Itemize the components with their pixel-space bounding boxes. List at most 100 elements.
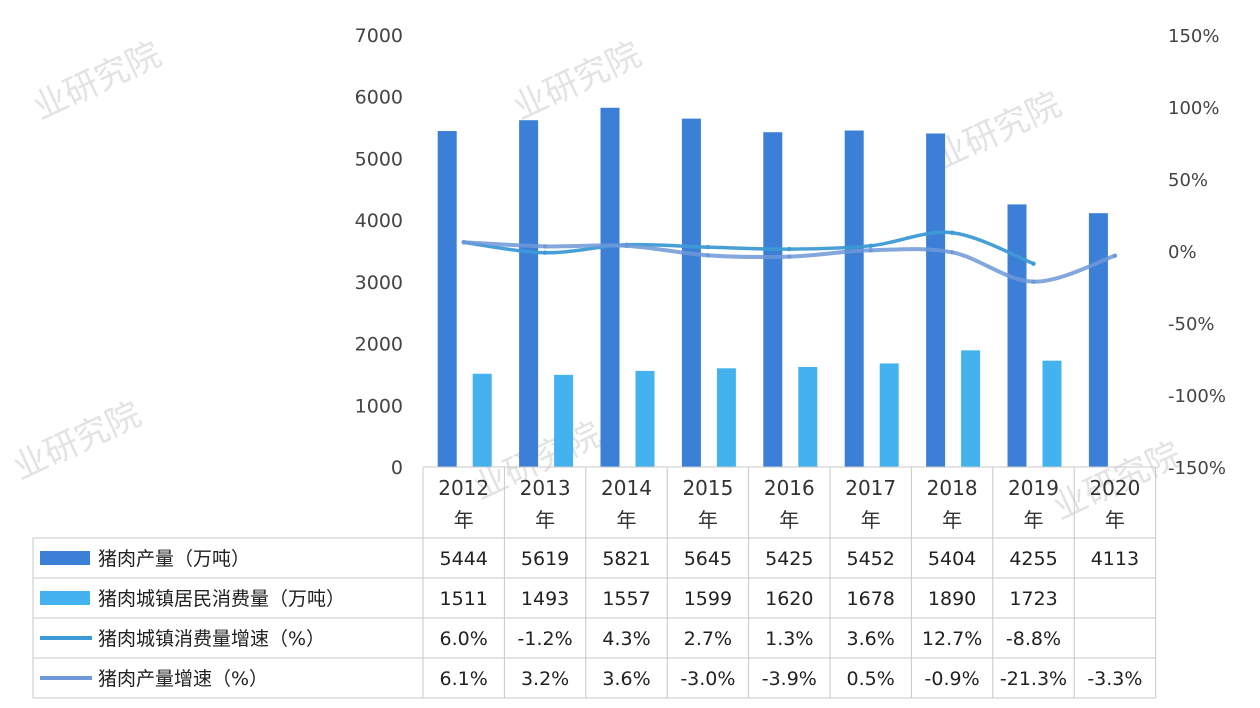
- line-point: [868, 243, 873, 249]
- left-axis-tick-label: 6000: [355, 87, 403, 109]
- category-label-suffix: 年: [779, 508, 799, 532]
- table-cell-value: 6.0%: [440, 628, 488, 650]
- line-point: [461, 240, 466, 245]
- series-name: 猪肉产量（万吨）: [98, 548, 250, 570]
- table-cell-value: 1557: [602, 588, 650, 610]
- table-cell-value: 1599: [684, 588, 732, 610]
- left-axis-tick-label: 3000: [355, 272, 403, 294]
- svg-text:业研究院: 业研究院: [927, 84, 1067, 178]
- data-table: 2012 年 2013 年 2014 年 2015 年 2016 年 2017 年 2018 年 2019 年…: [32, 466, 1157, 699]
- left-axis-tick-label: 2000: [355, 334, 403, 356]
- series-name: 猪肉城镇居民消费量（万吨）: [98, 588, 345, 610]
- svg-text:业研究院: 业研究院: [7, 394, 147, 488]
- left-axis-tick-label: 4000: [355, 210, 403, 232]
- series-name: 猪肉产量增速（%）: [98, 668, 268, 690]
- svg-text:业研究院: 业研究院: [27, 34, 167, 128]
- line-point: [542, 244, 548, 249]
- line-series: [461, 230, 1118, 284]
- bar: [763, 132, 783, 467]
- right-axis-tick-label: -100%: [1168, 386, 1226, 407]
- table-cell-value: -1.2%: [518, 628, 573, 650]
- bar-series: [437, 107, 1108, 468]
- table-cell-value: 1511: [440, 588, 488, 610]
- category-label-suffix: 年: [861, 508, 881, 532]
- bar: [472, 373, 492, 467]
- left-axis-tick-label: 7000: [355, 25, 403, 47]
- category-label-suffix: 年: [454, 508, 474, 532]
- category-label-suffix: 年: [942, 508, 962, 532]
- table-cell-value: -3.9%: [762, 668, 817, 690]
- table-cell-value: 3.6%: [602, 668, 650, 690]
- line-point: [705, 244, 711, 250]
- category-label: 2014: [601, 476, 652, 500]
- table-cell-value: -21.3%: [1000, 668, 1067, 690]
- category-label-suffix: 年: [617, 508, 637, 532]
- bar: [635, 370, 655, 467]
- category-label-suffix: 年: [698, 508, 718, 532]
- right-axis-tick-label: -50%: [1168, 314, 1215, 335]
- table-cell-value: -3.0%: [680, 668, 735, 690]
- line-point: [949, 230, 955, 235]
- table-cell-value: -8.8%: [1006, 628, 1061, 650]
- category-label-suffix: 年: [1024, 508, 1044, 532]
- table-cell-value: -0.9%: [925, 668, 980, 690]
- right-axis-tick-label: 150%: [1168, 26, 1219, 47]
- right-axis: -150% -100% -50% 0% 50% 100% 150%: [1168, 26, 1226, 479]
- table-cell-value: 5444: [440, 548, 488, 570]
- category-label: 2020: [1089, 476, 1140, 500]
- bar: [926, 133, 946, 467]
- table-cell-value: 1890: [928, 588, 976, 610]
- line-point: [868, 248, 873, 253]
- table-cell-value: 4.3%: [602, 628, 650, 650]
- category-label: 2015: [682, 476, 733, 500]
- table-cell-value: 1.3%: [765, 628, 813, 650]
- line-point: [1031, 279, 1036, 284]
- line-point: [787, 254, 792, 259]
- legend-swatch: [40, 551, 90, 565]
- right-axis-tick-label: 50%: [1168, 170, 1208, 191]
- bar: [519, 120, 539, 468]
- category-label: 2013: [520, 476, 571, 500]
- left-axis: 0 1000 2000 3000 4000 5000 6000 7000: [355, 25, 403, 479]
- line-point: [1112, 253, 1118, 258]
- bar: [961, 350, 981, 467]
- table-cell-value: 1620: [765, 588, 813, 610]
- bar: [437, 131, 457, 467]
- left-axis-tick-label: 5000: [355, 148, 403, 170]
- bar: [1088, 213, 1108, 467]
- category-label-suffix: 年: [1105, 508, 1125, 532]
- category-label: 2016: [764, 476, 815, 500]
- table-cell-value: 3.2%: [521, 668, 569, 690]
- bar: [844, 130, 864, 468]
- table-cell-value: 1493: [521, 588, 569, 610]
- table-cell-value: 1723: [1009, 588, 1057, 610]
- table-cell-value: -3.3%: [1087, 668, 1142, 690]
- bar: [554, 374, 574, 467]
- svg-text:业研究院: 业研究院: [507, 34, 647, 128]
- table-cell-value: 1678: [847, 588, 895, 610]
- bar: [600, 107, 620, 468]
- bar: [716, 368, 736, 467]
- table-cell-value: 5645: [684, 548, 732, 570]
- table-cell-value: 2.7%: [684, 628, 732, 650]
- table-cell-value: 6.1%: [440, 668, 488, 690]
- line-point: [787, 246, 792, 252]
- line-point: [1031, 261, 1036, 266]
- category-label: 2019: [1008, 476, 1059, 500]
- table-cell-value: 4113: [1091, 548, 1139, 570]
- table-cell-value: 5821: [602, 548, 650, 570]
- legend-swatch: [40, 591, 90, 605]
- bar: [681, 118, 701, 467]
- table-cell-value: 12.7%: [922, 628, 982, 650]
- table-cell-value: 5404: [928, 548, 976, 570]
- right-axis-tick-label: 100%: [1168, 98, 1219, 119]
- line-point: [624, 243, 629, 249]
- bar: [1042, 360, 1062, 467]
- table-cell-value: 5452: [847, 548, 895, 570]
- left-axis-tick-label: 0: [391, 457, 403, 479]
- table-cell-value: 0.5%: [847, 668, 895, 690]
- line-point: [705, 253, 711, 258]
- category-label: 2017: [845, 476, 896, 500]
